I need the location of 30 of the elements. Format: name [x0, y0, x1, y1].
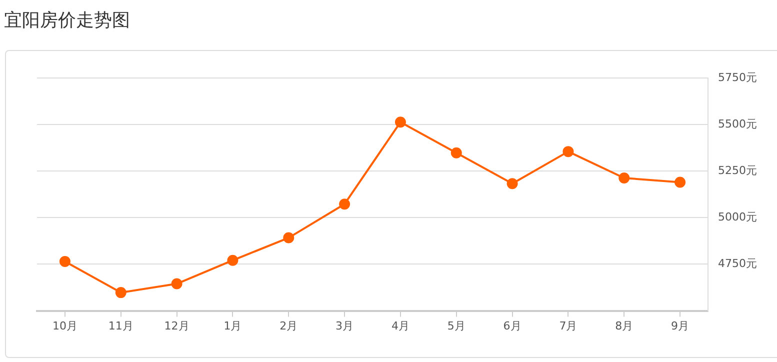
- point: [59, 256, 70, 267]
- x-tick-label: 5月: [447, 319, 466, 332]
- point: [394, 116, 406, 128]
- x-tick-label: 12月: [164, 319, 190, 332]
- point: [283, 232, 294, 244]
- point: [618, 172, 630, 184]
- x-tick-label: 11月: [108, 319, 134, 332]
- point: [171, 278, 182, 290]
- x-tick-label: 10月: [52, 319, 78, 332]
- x-tick-label: 6月: [503, 319, 522, 332]
- x-tick-label: 8月: [615, 319, 634, 332]
- point: [227, 254, 238, 266]
- point: [506, 178, 518, 190]
- y-tick-label: 5500元: [718, 117, 758, 130]
- point: [562, 146, 574, 158]
- x-tick-label: 7月: [559, 319, 578, 332]
- point: [450, 147, 462, 158]
- chart-title: 宜阳房价走势图: [4, 9, 130, 32]
- y-tick-label: 4750元: [718, 257, 758, 270]
- point: [339, 198, 350, 210]
- y-tick-label: 5750元: [718, 70, 758, 84]
- x-tick-label: 4月: [391, 319, 410, 332]
- point: [115, 287, 126, 298]
- y-tick-label: 5250元: [718, 164, 758, 177]
- y-tick-label: 5000元: [718, 210, 758, 224]
- x-tick-label: 2月: [280, 319, 298, 332]
- x-tick-label: 1月: [224, 319, 242, 332]
- x-tick-label: 3月: [336, 319, 354, 332]
- point: [674, 176, 686, 188]
- x-tick-label: 9月: [671, 319, 690, 332]
